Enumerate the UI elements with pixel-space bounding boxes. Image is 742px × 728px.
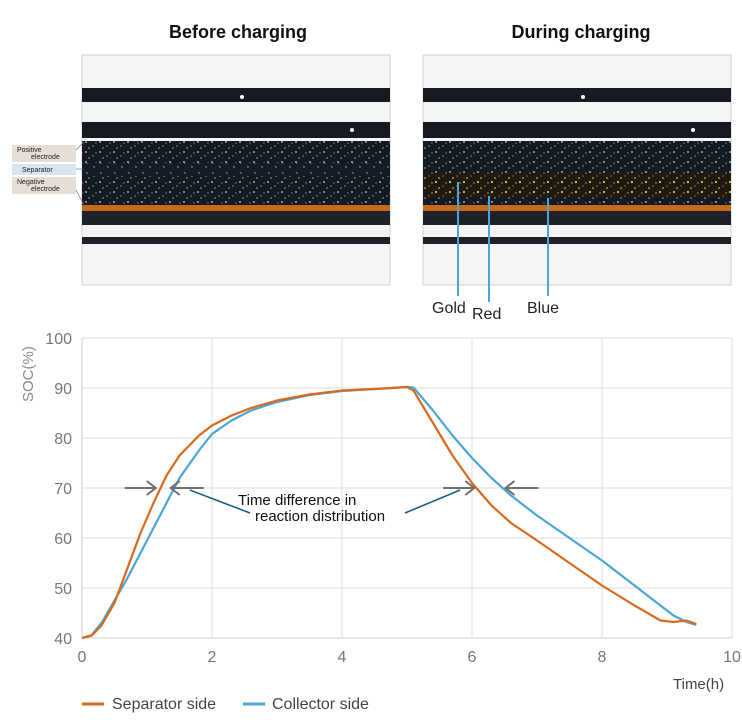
negative-electrode-label-line1: Negative: [17, 179, 45, 186]
y-tick-label: 80: [54, 431, 72, 448]
separator-side-line: [81, 385, 697, 640]
discharge-left-arrow-head: [464, 480, 476, 496]
negative-electrode-label-line2: electrode: [31, 186, 60, 193]
during-charging-title: During charging: [511, 22, 651, 42]
chart-series: [81, 385, 697, 640]
annotation-line1: Time difference in: [238, 492, 356, 509]
red-label: Red: [472, 306, 501, 323]
gold-label: Gold: [432, 300, 466, 317]
y-tick-label: 40: [54, 631, 72, 648]
x-tick-label: 6: [468, 649, 477, 666]
electrode-labels: Positive electrode Separator Negative el…: [12, 141, 85, 206]
y-tick-label: 70: [54, 481, 72, 498]
collector-side-line: [81, 385, 697, 640]
positive-electrode-label-line2: electrode: [31, 154, 60, 161]
time-difference-arrows: [124, 480, 539, 514]
legend-separator-label: Separator side: [112, 696, 216, 713]
x-tick-label: 10: [723, 649, 741, 666]
y-tick-label: 100: [45, 331, 72, 348]
before-charging-micrograph: [81, 54, 391, 286]
x-tick-label: 4: [338, 649, 347, 666]
y-tick-labels: 40 50 60 70 80 90 100: [45, 331, 72, 648]
x-tick-label: 0: [78, 649, 87, 666]
separator-label: Separator: [22, 167, 53, 174]
discharge-right-arrow-head: [503, 480, 516, 496]
x-tick-label: 8: [598, 649, 607, 666]
charge-right-arrow-head: [169, 480, 181, 496]
y-axis-label: SOC(%): [20, 346, 37, 402]
legend-collector-label: Collector side: [272, 696, 369, 713]
y-tick-label: 90: [54, 381, 72, 398]
during-charging-micrograph: [422, 54, 732, 302]
annotation-pointer-left: [189, 489, 251, 514]
soc-chart: 40 50 60 70 80 90 100 0 2 4 6 8 10: [45, 331, 741, 666]
y-tick-label: 60: [54, 531, 72, 548]
annotation-line2: reaction distribution: [255, 508, 385, 525]
x-tick-labels: 0 2 4 6 8 10: [78, 649, 741, 666]
chart-legend: Separator side Collector side: [82, 696, 369, 713]
x-axis-label: Time(h): [673, 676, 724, 693]
blue-label: Blue: [527, 300, 559, 317]
annotation-pointer-right: [404, 489, 461, 514]
charge-left-arrow-head: [146, 480, 158, 496]
positive-electrode-label-line1: Positive: [17, 147, 42, 154]
before-charging-title: Before charging: [168, 22, 308, 42]
x-tick-label: 2: [208, 649, 217, 666]
y-tick-label: 50: [54, 581, 72, 598]
